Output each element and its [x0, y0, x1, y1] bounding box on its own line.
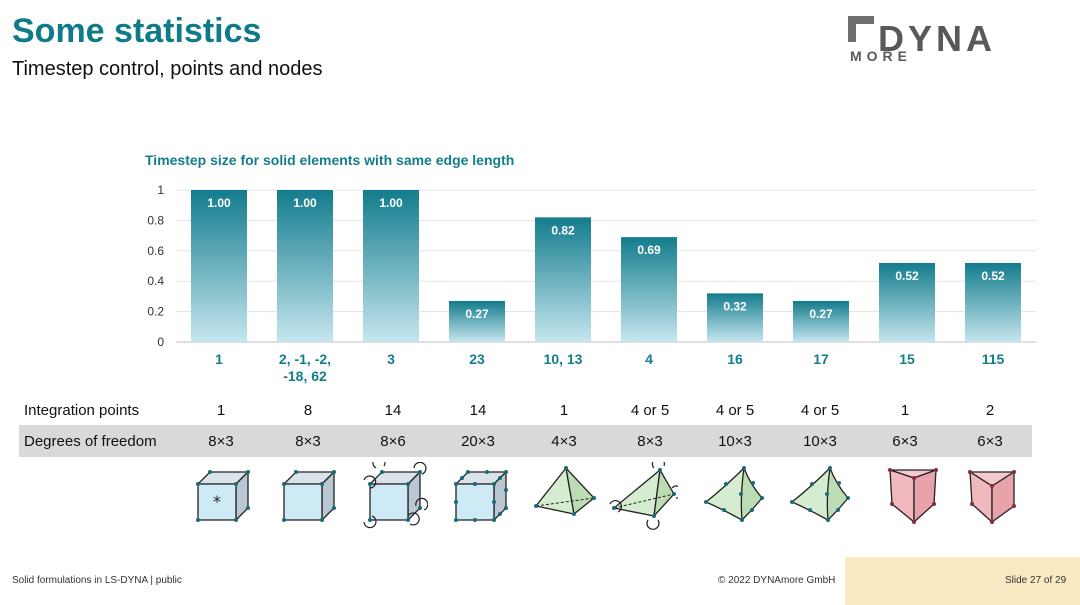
chart-title: Timestep size for solid elements with sa…	[145, 152, 514, 168]
y-tick-label: 0.2	[147, 305, 164, 319]
bar-value-label: 0.27	[465, 307, 489, 321]
bar	[277, 190, 333, 342]
y-tick-label: 0.6	[147, 244, 164, 258]
bar	[191, 190, 247, 342]
tetra-10node-composite-icon	[786, 462, 856, 530]
degrees-of-freedom-label: Degrees of freedom	[24, 433, 157, 450]
x-tick-label: 10, 13	[544, 351, 583, 367]
x-tick-label: 2, -1, -2,	[279, 351, 331, 367]
y-tick-label: 1	[157, 183, 164, 197]
x-tick-label: 17	[813, 351, 829, 367]
logo-mark-icon	[848, 16, 874, 42]
x-tick-label: 4	[645, 351, 653, 367]
logo-word: DYNA	[878, 18, 997, 59]
integration-points-cell: 4 or 5	[715, 402, 755, 419]
bar-value-label: 0.52	[981, 269, 1005, 283]
bar-value-label: 1.00	[207, 196, 231, 210]
footer-highlight	[845, 557, 1080, 605]
logo-sub: MORE	[850, 48, 912, 64]
dof-row-background	[19, 425, 1032, 457]
x-tick-label: 16	[727, 351, 743, 367]
svg-text:*: *	[213, 492, 221, 511]
tetra-10node-icon	[700, 462, 770, 530]
bar	[793, 300, 849, 342]
degrees-of-freedom-cell: 10×3	[803, 433, 837, 450]
degrees-of-freedom-cell: 8×3	[637, 433, 663, 450]
bar	[363, 190, 419, 342]
x-tick-label: 1	[215, 351, 223, 367]
footer-copyright: © 2022 DYNAmore GmbH	[718, 575, 836, 586]
penta-1pt-icon	[880, 462, 950, 530]
y-tick-label: 0	[157, 335, 164, 349]
footer-slide-number: Slide 27 of 29	[1005, 575, 1067, 586]
tetra-1pt-icon	[530, 462, 600, 530]
footer-presentation-title: Solid formulations in LS-DYNA | public	[12, 575, 182, 586]
bar	[965, 262, 1021, 342]
bar-value-label: 1.00	[379, 196, 403, 210]
integration-points-cell: 4 or 5	[630, 402, 670, 419]
integration-points-label: Integration points	[24, 402, 140, 419]
hexa-20node-icon	[444, 462, 514, 530]
integration-points-cell: 8	[303, 402, 313, 419]
hexa-rotational-icon	[358, 456, 429, 530]
integration-points-cell: 14	[384, 402, 402, 419]
bar	[535, 217, 591, 342]
x-tick-label: 15	[899, 351, 915, 367]
bar	[621, 237, 677, 342]
hexa-1pt-icon: *	[186, 462, 256, 530]
bar-value-label: 1.00	[293, 196, 317, 210]
bar-value-label: 0.52	[895, 269, 919, 283]
integration-points-cell: 14	[469, 402, 487, 419]
bar	[707, 293, 763, 342]
dynamore-logo: DYNA MORE	[846, 16, 1026, 64]
degrees-of-freedom-cell: 20×3	[461, 433, 495, 450]
degrees-of-freedom-cell: 10×3	[718, 433, 752, 450]
degrees-of-freedom-cell: 8×6	[380, 433, 406, 450]
integration-points-cell: 4 or 5	[800, 402, 840, 419]
integration-points-cell: 1	[900, 402, 910, 419]
tetra-rotational-icon	[608, 457, 684, 530]
bar-value-label: 0.32	[723, 299, 747, 313]
x-tick-label: -18, 62	[283, 368, 327, 384]
bar	[879, 262, 935, 342]
integration-points-cell: 1	[559, 402, 569, 419]
integration-points-cell: 1	[216, 402, 226, 419]
page-subtitle: Timestep control, points and nodes	[12, 58, 323, 80]
degrees-of-freedom-cell: 8×3	[295, 433, 321, 450]
degrees-of-freedom-cell: 6×3	[977, 433, 1003, 450]
x-tick-label: 3	[387, 351, 395, 367]
degrees-of-freedom-cell: 6×3	[892, 433, 918, 450]
x-tick-label: 23	[469, 351, 485, 367]
y-tick-label: 0.8	[147, 213, 164, 227]
page-title: Some statistics	[12, 12, 262, 50]
bar	[449, 300, 505, 342]
degrees-of-freedom-cell: 8×3	[208, 433, 234, 450]
hexa-8pt-icon	[272, 462, 342, 530]
penta-2pt-icon	[962, 462, 1032, 530]
bar-value-label: 0.27	[809, 307, 833, 321]
bar-value-label: 0.82	[551, 223, 575, 237]
bar-value-label: 0.69	[637, 243, 661, 257]
integration-points-cell: 2	[985, 402, 995, 419]
y-tick-label: 0.4	[147, 274, 164, 288]
x-tick-label: 115	[982, 351, 1005, 367]
degrees-of-freedom-cell: 4×3	[551, 433, 577, 450]
